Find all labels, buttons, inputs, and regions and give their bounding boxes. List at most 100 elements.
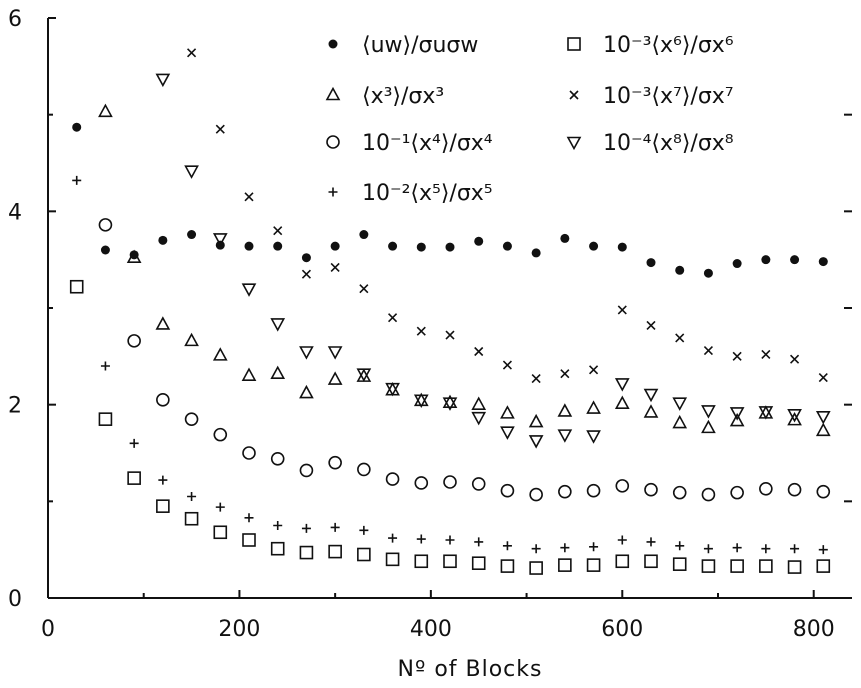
legend-entry: 10⁻²⟨x⁵⟩/σx⁵ xyxy=(328,181,493,206)
y-tick-label: 6 xyxy=(8,7,22,32)
legend-label: ⟨uw⟩/σuσw xyxy=(362,33,478,58)
data-point xyxy=(416,534,426,544)
data-point xyxy=(129,250,139,260)
data-point xyxy=(270,541,285,556)
data-point xyxy=(299,346,314,360)
data-point xyxy=(643,388,659,403)
series-4 xyxy=(72,175,828,555)
data-point xyxy=(502,241,512,251)
data-point xyxy=(474,537,484,547)
data-point xyxy=(529,487,543,502)
data-point xyxy=(672,414,688,429)
data-point xyxy=(327,371,343,385)
data-point xyxy=(359,230,369,240)
data-point xyxy=(442,394,458,409)
data-point xyxy=(701,419,716,434)
data-point xyxy=(672,485,687,500)
data-point xyxy=(129,438,139,448)
data-point xyxy=(528,413,544,428)
data-point xyxy=(184,332,199,347)
data-point xyxy=(416,242,426,252)
data-point xyxy=(589,542,599,552)
data-point xyxy=(327,346,343,360)
data-point xyxy=(500,405,515,419)
data-point xyxy=(330,241,340,251)
data-point xyxy=(787,411,802,426)
data-point xyxy=(644,482,658,497)
legend-entry: 10⁻³⟨x⁷⟩/σx⁷ xyxy=(569,84,734,109)
legend-label: 10⁻³⟨x⁶⟩/σx⁶ xyxy=(603,33,734,58)
data-point xyxy=(701,405,716,419)
data-point xyxy=(158,235,168,245)
data-point xyxy=(758,406,774,420)
data-point xyxy=(730,485,744,500)
data-point xyxy=(241,283,257,297)
data-point xyxy=(244,241,254,251)
data-point xyxy=(213,525,228,540)
data-point xyxy=(729,407,745,421)
series-5 xyxy=(69,279,831,575)
data-point xyxy=(787,409,802,423)
data-point xyxy=(759,481,773,496)
data-point xyxy=(761,255,771,265)
legend-marker xyxy=(567,37,581,51)
data-point xyxy=(299,463,314,478)
data-point xyxy=(560,369,570,379)
data-point xyxy=(359,284,369,294)
data-point xyxy=(790,544,800,554)
data-point xyxy=(732,543,742,553)
data-point xyxy=(615,554,630,569)
data-point xyxy=(242,446,256,460)
data-marks xyxy=(69,48,831,575)
data-point xyxy=(388,313,398,323)
series-7 xyxy=(155,73,831,449)
data-point xyxy=(646,320,656,330)
data-point xyxy=(586,558,601,572)
data-point xyxy=(443,475,457,489)
data-point xyxy=(529,561,543,575)
data-point xyxy=(414,554,429,569)
data-point xyxy=(126,249,142,264)
series-6 xyxy=(187,48,828,384)
data-point xyxy=(703,345,713,356)
data-point xyxy=(301,253,311,263)
data-point xyxy=(589,365,599,375)
data-point xyxy=(98,412,113,426)
data-point xyxy=(155,316,171,330)
data-point xyxy=(586,430,601,444)
data-point xyxy=(212,233,228,247)
data-point xyxy=(787,482,802,497)
data-point xyxy=(816,484,831,499)
data-point xyxy=(730,559,744,573)
data-point xyxy=(156,393,170,407)
data-point xyxy=(242,533,256,547)
data-point xyxy=(787,560,802,574)
data-point xyxy=(815,410,831,425)
x-tick-label: 400 xyxy=(410,617,452,642)
y-tick-label: 4 xyxy=(8,200,22,225)
data-point xyxy=(617,535,627,545)
data-point xyxy=(98,103,113,118)
data-point xyxy=(445,330,455,340)
data-point xyxy=(127,334,141,348)
legend-label: 10⁻³⟨x⁷⟩/σx⁷ xyxy=(603,84,734,109)
data-point xyxy=(558,484,572,499)
legend-label: 10⁻²⟨x⁵⟩/σx⁵ xyxy=(362,181,493,206)
legend-entry: ⟨x³⟩/σx³ xyxy=(325,84,444,109)
data-point xyxy=(442,397,458,411)
data-point xyxy=(614,395,630,410)
data-point xyxy=(586,483,601,498)
data-point xyxy=(357,462,371,477)
x-axis-title: Nº of Blocks xyxy=(398,657,543,682)
x-tick-label: 200 xyxy=(218,617,260,642)
data-point xyxy=(818,257,828,267)
data-point xyxy=(701,487,716,502)
data-point xyxy=(413,394,429,409)
data-point xyxy=(385,381,400,396)
data-point xyxy=(299,384,314,399)
data-point xyxy=(244,513,254,523)
data-point xyxy=(617,242,627,252)
legend-marker xyxy=(325,86,341,101)
data-point xyxy=(758,405,774,419)
